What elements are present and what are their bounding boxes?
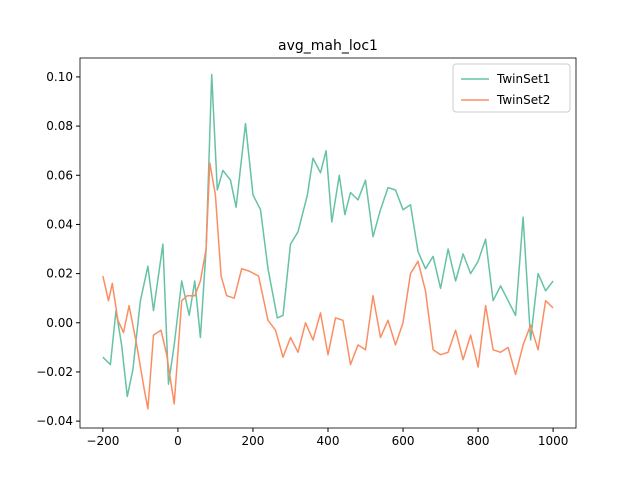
y-tick-label: 0.04 bbox=[46, 217, 73, 231]
y-tick-label: −0.02 bbox=[36, 365, 73, 379]
x-tick-label: 200 bbox=[242, 434, 265, 448]
y-tick-label: 0.08 bbox=[46, 119, 73, 133]
y-tick-label: 0.00 bbox=[46, 316, 73, 330]
line bbox=[102, 162, 554, 410]
x-tick-label: 400 bbox=[317, 434, 340, 448]
legend-label: TwinSet1 bbox=[496, 72, 550, 86]
x-tick-label: 800 bbox=[467, 434, 490, 448]
y-tick-label: 0.10 bbox=[46, 70, 73, 84]
chart-title: avg_mah_loc1 bbox=[278, 38, 378, 54]
x-tick-label: 1000 bbox=[538, 434, 569, 448]
axes-frame bbox=[79, 57, 577, 429]
x-tick-label: −200 bbox=[86, 434, 119, 448]
legend-label: TwinSet2 bbox=[496, 93, 550, 107]
y-tick-label: 0.02 bbox=[46, 267, 73, 281]
y-tick-label: 0.06 bbox=[46, 168, 73, 182]
y-tick-label: −0.04 bbox=[36, 414, 73, 428]
line bbox=[102, 73, 554, 398]
x-tick-label: 600 bbox=[392, 434, 415, 448]
x-tick-label: 0 bbox=[174, 434, 182, 448]
